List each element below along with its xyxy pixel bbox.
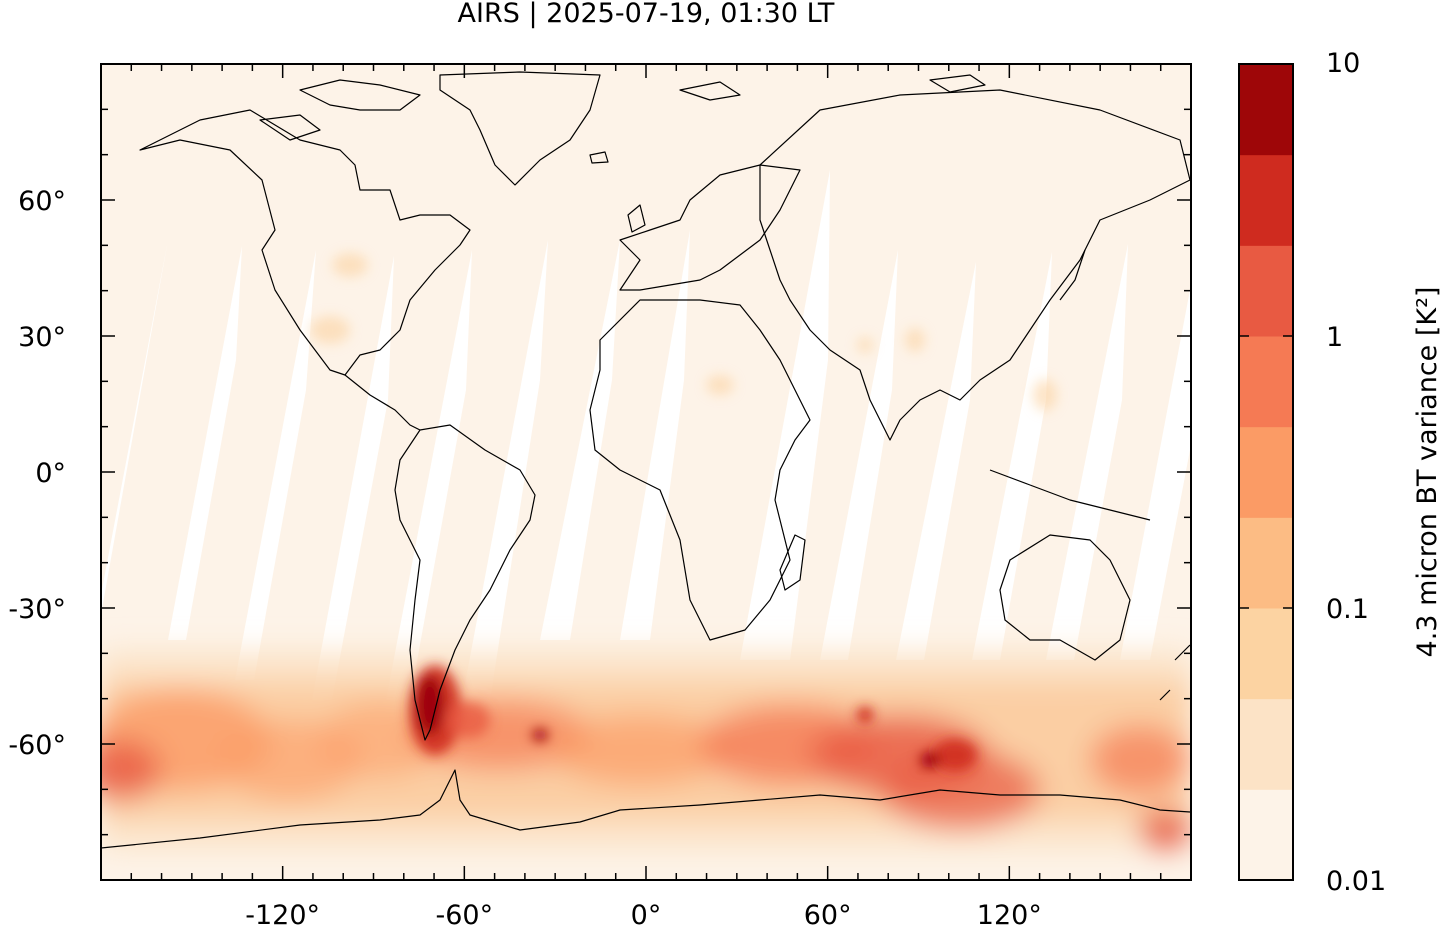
- variance-field: [101, 650, 1191, 850]
- figure-title: AIRS | 2025-07-19, 01:30 LT: [458, 0, 835, 29]
- x-tick-label: 120°: [977, 900, 1042, 930]
- coastline-africa: [589, 299, 811, 641]
- x-tick-label: 0°: [631, 900, 662, 930]
- colorbar-segment: [1239, 245, 1293, 337]
- colorbar-segment: [1239, 154, 1293, 246]
- colorbar-segment: [1239, 64, 1293, 156]
- y-tick-label: -30°: [8, 594, 66, 625]
- colorbar-segment: [1239, 517, 1293, 609]
- coastline-madagascar: [779, 534, 806, 591]
- coastlines: [101, 71, 1191, 849]
- coastline-central-america: [344, 374, 421, 431]
- colorbar-tick-labels: 10 1 0.1 0.01: [1239, 48, 1386, 897]
- x-tick-labels: -120° -60° 0° 60° 120°: [245, 900, 1042, 930]
- colorbar-tick-label: 10: [1326, 48, 1360, 79]
- coastline-indonesia: [989, 469, 1151, 521]
- coastline-south-america: [394, 424, 536, 741]
- coastline-antarctica: [101, 769, 1191, 849]
- colorbar-segment: [1239, 336, 1293, 428]
- y-tick-label: 0°: [35, 458, 66, 489]
- nh-patches: [310, 253, 1057, 411]
- coastline-arctic-islands: [259, 74, 986, 141]
- colorbar-tick-label: 1: [1326, 322, 1343, 353]
- map-panel: [101, 64, 1191, 880]
- colorbar-segment: [1239, 426, 1293, 518]
- coastline-europe: [619, 164, 801, 291]
- y-tick-labels: 60° 30° 0° -30° -60°: [8, 186, 66, 761]
- coastline-asia: [759, 89, 1191, 441]
- coastline-north-america: [139, 109, 471, 376]
- colorbar: [1239, 64, 1293, 881]
- map-ticks: [101, 64, 1191, 880]
- coastline-australia: [999, 534, 1131, 661]
- y-tick-label: 60°: [18, 186, 66, 217]
- y-tick-label: 30°: [18, 322, 66, 353]
- coastline-greenland: [439, 71, 601, 186]
- x-tick-label: -120°: [245, 900, 320, 930]
- coastline-british-isles: [627, 204, 646, 233]
- colorbar-label: 4.3 micron BT variance [K²]: [1412, 287, 1442, 658]
- coastline-iceland: [589, 151, 609, 164]
- colorbar-segment: [1239, 789, 1293, 881]
- coastline-new-zealand: [1159, 644, 1191, 701]
- colorbar-segment: [1239, 698, 1293, 790]
- y-tick-label: -60°: [8, 730, 66, 761]
- coastline-japan: [1059, 249, 1086, 301]
- colorbar-segment: [1239, 608, 1293, 700]
- x-tick-label: -60°: [436, 900, 494, 930]
- colorbar-frame: [1238, 63, 1294, 881]
- colorbar-tick-label: 0.01: [1326, 866, 1386, 897]
- colorbar-tick-label: 0.1: [1326, 594, 1369, 625]
- x-tick-label: 60°: [804, 900, 852, 930]
- swath-gaps: [101, 170, 1190, 700]
